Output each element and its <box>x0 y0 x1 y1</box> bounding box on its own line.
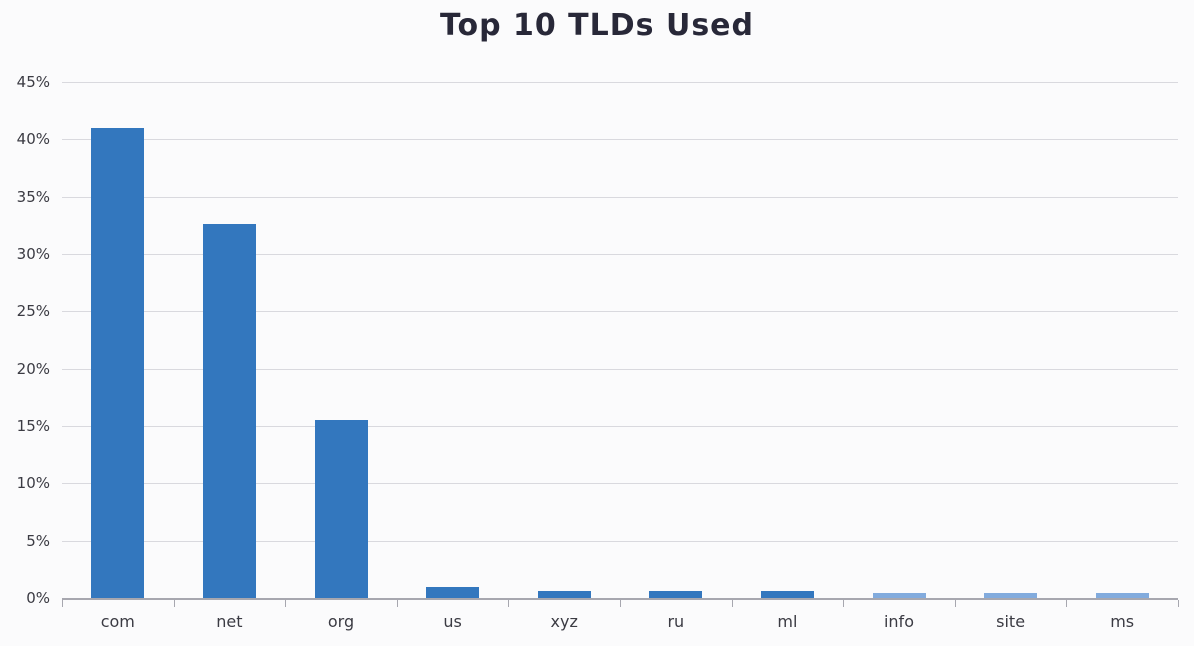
x-axis-tick <box>285 600 287 607</box>
bar-site <box>984 593 1038 598</box>
x-tick-label-net: net <box>216 612 243 631</box>
x-tick-label-info: info <box>883 612 914 631</box>
gridline-40 <box>62 139 1178 141</box>
gridline-45 <box>62 82 1178 83</box>
bar-com <box>91 127 145 598</box>
gridline-5 <box>62 540 1178 542</box>
bar-us <box>426 586 480 598</box>
bar-ml <box>760 591 814 598</box>
x-axis-tick <box>620 600 621 607</box>
gridline-10 <box>62 483 1178 485</box>
x-tick-label-ml: ml <box>777 612 798 631</box>
x-axis-tick <box>843 600 845 607</box>
gridline-15 <box>62 426 1178 427</box>
y-tick-label-45pct: 45% <box>16 73 50 91</box>
y-tick-label-0pct: 0% <box>26 589 50 607</box>
y-tick-label-5pct: 5% <box>26 531 50 550</box>
y-tick-label-15pct: 15% <box>16 417 50 435</box>
x-tick-label-us: us <box>443 612 462 631</box>
x-axis-tick <box>1178 600 1179 607</box>
x-axis-tick <box>508 600 510 607</box>
x-tick-label-org: org <box>327 612 355 631</box>
y-tick-label-30pct: 30% <box>16 245 50 263</box>
gridline-25 <box>62 311 1178 313</box>
y-tick-label-10pct: 10% <box>16 474 50 493</box>
y-tick-label-40pct: 40% <box>16 130 50 149</box>
x-tick-label-xyz: xyz <box>550 612 578 631</box>
y-tick-label-35pct: 35% <box>16 187 50 206</box>
bar-xyz <box>537 591 591 598</box>
x-tick-label-site: site <box>996 612 1026 631</box>
gridline-30 <box>62 254 1178 255</box>
x-axis-tick <box>396 600 398 607</box>
bar-info <box>872 593 926 598</box>
bar-org <box>314 420 368 598</box>
plot-area <box>62 82 1179 607</box>
x-tick-label-ru: ru <box>667 612 685 631</box>
bar-net <box>202 224 256 598</box>
bar-ru <box>649 591 703 598</box>
x-axis-tick <box>731 600 733 607</box>
bar-ms <box>1095 593 1149 598</box>
y-tick-label-20pct: 20% <box>16 359 50 378</box>
x-tick-label-com: com <box>100 612 135 631</box>
x-axis-tick <box>1066 600 1068 607</box>
x-axis-tick <box>173 600 175 607</box>
gridline-35 <box>62 196 1178 198</box>
x-axis-tick <box>954 600 956 607</box>
chart-title: Top 10 TLDs Used <box>439 8 755 43</box>
x-axis-tick <box>62 600 63 607</box>
y-tick-label-25pct: 25% <box>16 302 50 321</box>
gridline-20 <box>62 368 1178 370</box>
x-tick-label-ms: ms <box>1110 612 1135 631</box>
